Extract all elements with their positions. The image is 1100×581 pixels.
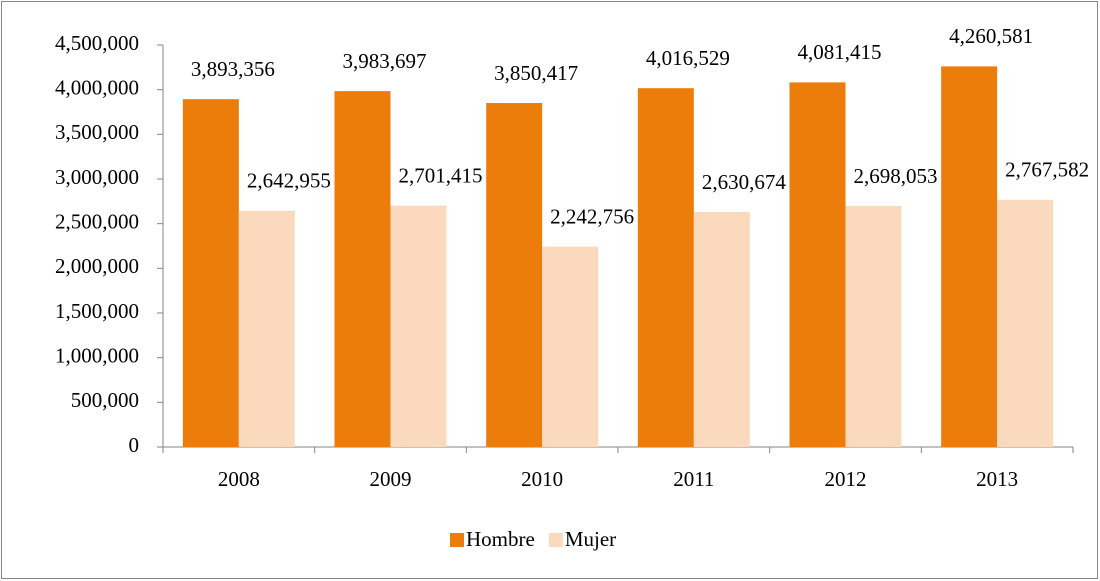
bar [238,210,295,447]
data-label: 3,893,356 [191,57,275,81]
bar [542,246,599,447]
data-label: 4,081,415 [798,40,882,64]
data-label: 2,698,053 [854,164,938,188]
x-tick-label: 2013 [976,467,1018,491]
y-tick-label: 4,000,000 [55,75,139,99]
data-label: 4,016,529 [646,46,730,70]
x-tick-label: 2008 [218,467,260,491]
legend-label: Mujer [565,527,616,551]
data-label: 3,850,417 [494,61,578,85]
bar [637,88,694,448]
y-tick-label: 1,500,000 [55,299,139,323]
y-tick-label: 4,500,000 [55,31,139,55]
bar [997,199,1054,447]
bar [334,91,391,447]
bar [182,99,239,447]
x-tick-label: 2012 [825,467,867,491]
y-tick-label: 0 [129,433,140,457]
legend-swatch [548,533,563,547]
y-tick-label: 2,000,000 [55,254,139,278]
data-label: 2,630,674 [702,170,787,194]
bar [390,205,447,447]
y-tick-label: 3,000,000 [55,165,139,189]
data-label: 2,242,756 [550,204,634,228]
legend-label: Hombre [466,527,535,551]
data-label: 4,260,581 [949,24,1033,48]
data-label: 3,983,697 [343,49,427,73]
data-label: 2,701,415 [399,163,483,187]
y-tick-label: 2,500,000 [55,209,139,233]
x-tick-label: 2011 [673,467,714,491]
x-tick-label: 2010 [521,467,563,491]
data-label: 2,642,955 [247,169,331,193]
bar [789,82,846,448]
x-tick-label: 2009 [370,467,412,491]
bar [941,66,998,448]
y-tick-label: 1,000,000 [55,343,139,367]
y-tick-label: 500,000 [71,388,139,412]
data-label: 2,767,582 [1005,158,1089,182]
legend-swatch [450,533,464,547]
bar [693,211,750,447]
y-tick-label: 3,500,000 [55,120,139,144]
bar [845,205,902,447]
bar [486,103,543,447]
